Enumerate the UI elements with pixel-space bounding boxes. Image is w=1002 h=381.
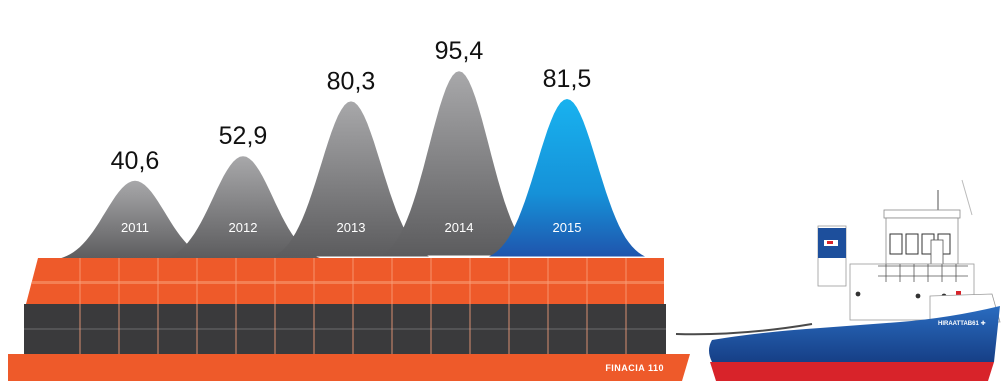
ship-hull: [709, 306, 1000, 362]
mountain-series: [57, 71, 645, 260]
ship-porthole: [915, 293, 921, 299]
barge-dark-stripe: [24, 328, 666, 330]
value-label: 80,3: [327, 67, 376, 95]
value-label-group: 2011 40,6 2012 52,9 2013 80,3 2014 95,4 2015 81,5: [111, 37, 592, 235]
mountain-2013: [273, 101, 429, 257]
value-label: 95,4: [435, 37, 484, 65]
mountain-2014: [381, 71, 537, 256]
tow-cable: [675, 323, 813, 336]
mountain-2012: [165, 156, 321, 259]
ship-name: HIRAATTAB61 ✚: [938, 320, 985, 327]
year-label: 2014: [445, 220, 474, 235]
ship-porthole: [855, 291, 861, 297]
ship-antenna: [961, 179, 973, 216]
barge-name: FINACIA 110: [605, 363, 664, 373]
value-label: 52,9: [219, 122, 268, 150]
ship-wheelhouse-roof: [883, 209, 961, 219]
value-label: 40,6: [111, 147, 160, 175]
value-label: 81,5: [543, 65, 592, 93]
tugboat: HIRAATTAB61 ✚: [709, 179, 1001, 381]
barge: FINACIA 110: [8, 258, 690, 381]
mountain-2011: [57, 180, 213, 260]
mountain-2015: [489, 99, 645, 257]
year-label: 2013: [337, 220, 366, 235]
barge-grid-lines: [79, 258, 627, 354]
barge-top-stripe: [32, 281, 664, 284]
ship-funnel-logo-mark: [827, 241, 833, 244]
year-label: 2012: [229, 220, 258, 235]
ship-hull-waterline: [710, 362, 994, 381]
ship-railing: [878, 264, 968, 282]
year-label: 2011: [121, 220, 149, 235]
year-label: 2015: [553, 220, 582, 235]
ship-door: [930, 239, 944, 267]
barge-base-orange: [8, 354, 690, 381]
